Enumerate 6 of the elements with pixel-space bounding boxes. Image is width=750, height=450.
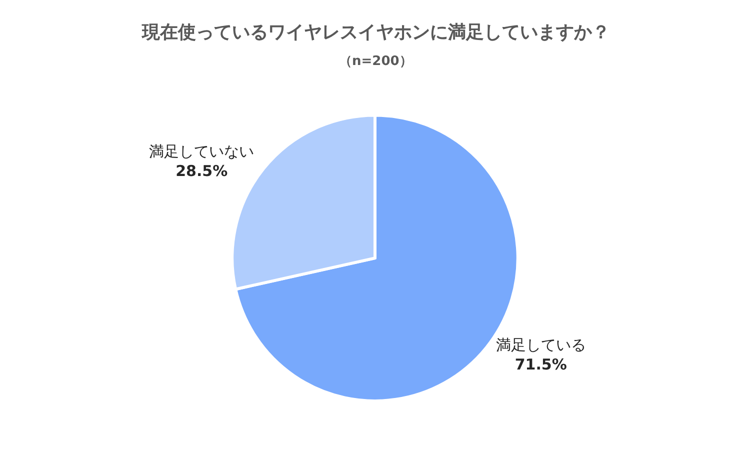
chart-subtitle: （n=200） bbox=[339, 54, 412, 69]
data-label: 71.5% bbox=[514, 355, 567, 374]
data-label: 28.5% bbox=[176, 162, 228, 180]
slice-label: 満足していない bbox=[149, 142, 254, 161]
chart-title: 現在使っているワイヤレスイヤホンに満足していますか？ bbox=[141, 22, 610, 43]
slice-label: 満足している bbox=[496, 336, 586, 354]
